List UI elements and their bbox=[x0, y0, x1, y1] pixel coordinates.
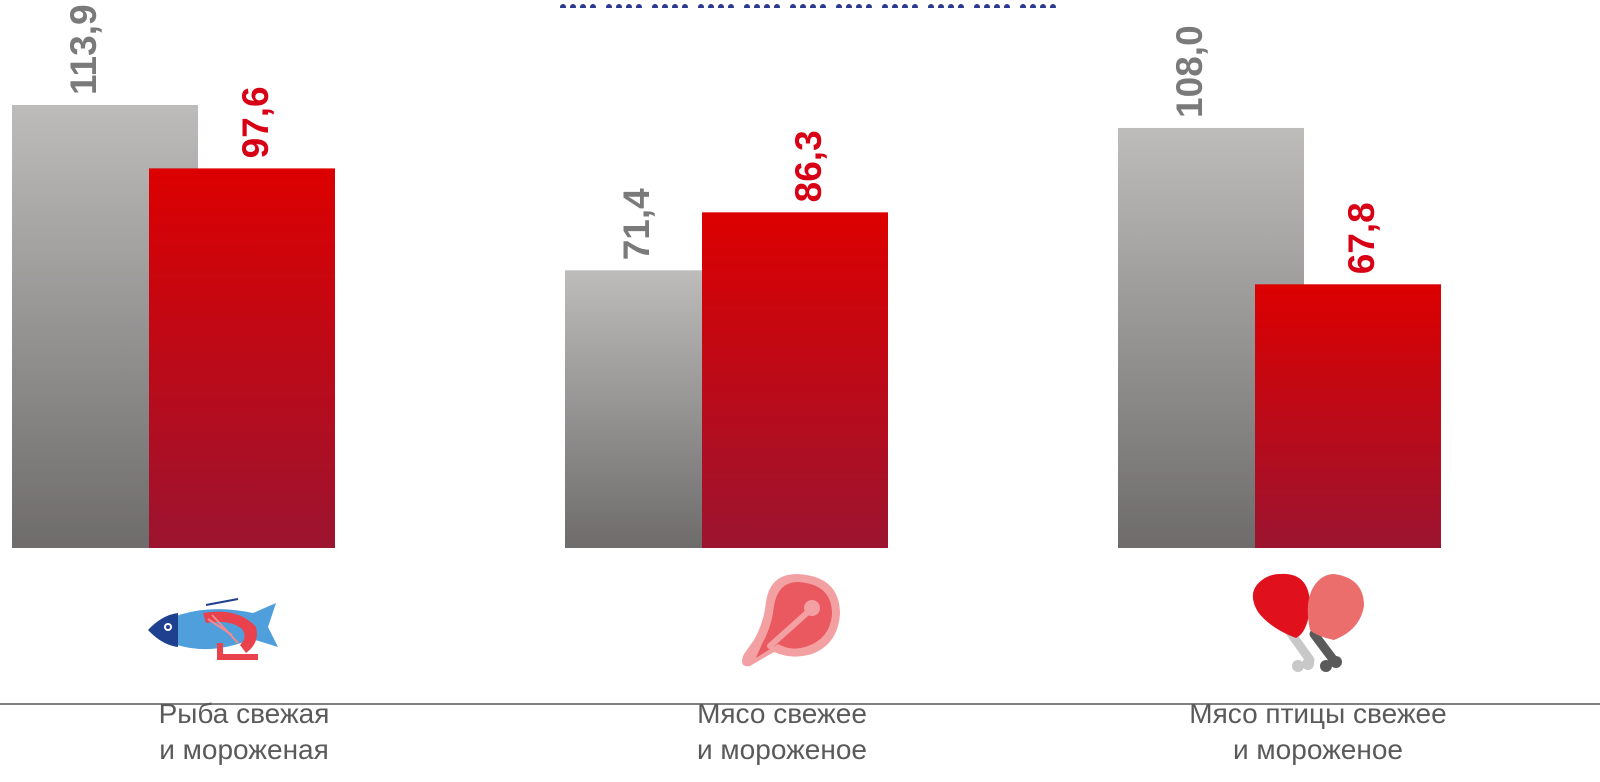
category-label-2-line1: Мясо свежее bbox=[697, 698, 867, 729]
steak-icon bbox=[742, 574, 840, 667]
category-label-3-line1: Мясо птицы свежее bbox=[1189, 698, 1447, 729]
value-label-series1-cat3: 108,0 bbox=[1169, 25, 1210, 118]
value-label-series1-cat1: 113,9 bbox=[63, 4, 104, 95]
fish-shrimp-icon bbox=[148, 598, 278, 660]
category-label-2-line2: и мороженое bbox=[697, 734, 867, 765]
value-label-series2-cat2: 86,3 bbox=[788, 130, 829, 202]
category-label-1-line2: и мороженая bbox=[159, 734, 329, 765]
chicken-drumstick-icon bbox=[1252, 573, 1364, 672]
category-label-1-line1: Рыба свежая bbox=[158, 698, 330, 729]
bar-series2-cat2 bbox=[702, 212, 888, 548]
value-label-series2-cat1: 97,6 bbox=[235, 86, 276, 158]
bar-series2-cat1 bbox=[149, 168, 335, 548]
category-label-2: Мясо свежее и мороженое bbox=[632, 696, 932, 768]
value-label-series1-cat2: 71,4 bbox=[616, 188, 657, 260]
category-label-3-line2: и мороженое bbox=[1233, 734, 1403, 765]
cropped-title-fragment bbox=[560, 0, 1200, 8]
category-label-1: Рыба свежая и мороженая bbox=[94, 696, 394, 768]
bar-series2-cat3 bbox=[1255, 284, 1441, 548]
category-label-3: Мясо птицы свежее и мороженое bbox=[1168, 696, 1468, 768]
value-label-series2-cat3: 67,8 bbox=[1341, 202, 1382, 274]
